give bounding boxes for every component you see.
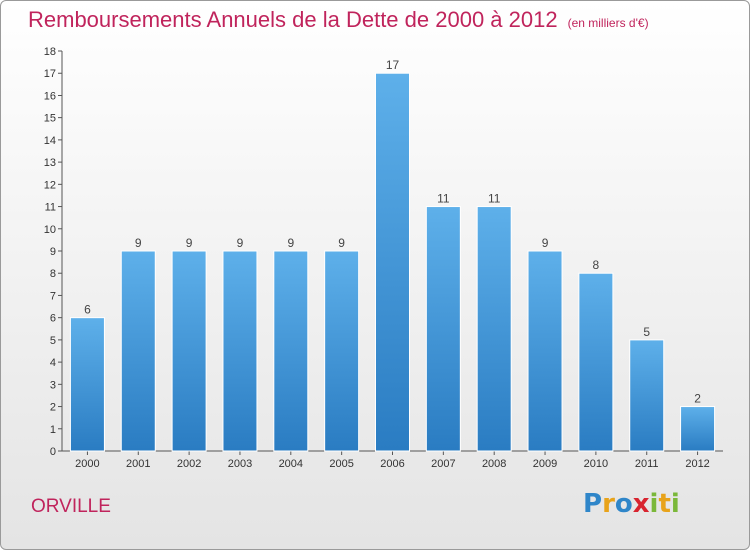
y-tick-label: 12 xyxy=(44,179,56,191)
x-tick-label-2011: 2011 xyxy=(635,458,659,470)
logo-letter: t xyxy=(658,489,671,519)
bar-2002 xyxy=(171,250,207,452)
data-label-2010: 8 xyxy=(593,258,600,272)
logo-letter: x xyxy=(632,489,650,519)
data-label-2006: 17 xyxy=(386,58,400,72)
y-tick-label: 18 xyxy=(44,46,56,58)
y-tick-label: 7 xyxy=(50,290,56,302)
y-tick-label: 13 xyxy=(44,157,56,169)
x-tick-label-2001: 2001 xyxy=(126,458,150,470)
logo-letter: o xyxy=(614,489,633,519)
bar-2009 xyxy=(527,250,563,452)
logo-letter: i xyxy=(649,489,659,519)
y-tick-label: 15 xyxy=(44,113,56,125)
bar-2008 xyxy=(476,206,512,452)
bar-2004 xyxy=(273,250,309,452)
y-tick-label: 4 xyxy=(50,357,56,369)
logo-letter: P xyxy=(583,489,603,519)
data-label-2001: 9 xyxy=(135,236,142,250)
y-tick-label: 1 xyxy=(50,424,56,436)
data-label-2002: 9 xyxy=(186,236,193,250)
data-label-2011: 5 xyxy=(643,325,650,339)
data-label-2005: 9 xyxy=(338,236,345,250)
x-tick-label-2000: 2000 xyxy=(75,458,99,470)
data-label-2004: 9 xyxy=(287,236,294,250)
chart-subtitle: (en milliers d'€) xyxy=(567,16,649,30)
bar-2006 xyxy=(375,72,410,452)
y-tick-label: 8 xyxy=(50,268,56,280)
x-tick-label-2004: 2004 xyxy=(279,458,303,470)
bar-2007 xyxy=(425,206,461,452)
x-tick-label-2006: 2006 xyxy=(380,458,404,470)
logo-letter: r xyxy=(602,489,615,519)
data-labels: 6 9 9 9 9 9 17 11 11 9 8 5 2 xyxy=(84,58,701,405)
data-label-2012: 2 xyxy=(694,392,701,406)
y-tick-label: 9 xyxy=(50,246,56,258)
x-tick-label-2003: 2003 xyxy=(228,458,252,470)
y-tick-label: 16 xyxy=(44,90,56,102)
y-tick-label: 2 xyxy=(50,402,56,414)
x-tick-label-2007: 2007 xyxy=(431,458,455,470)
proxiti-logo: Proxiti xyxy=(583,489,680,519)
y-tick-label: 14 xyxy=(44,135,56,147)
x-tick-label-2005: 2005 xyxy=(329,458,353,470)
y-tick-label: 0 xyxy=(50,446,56,458)
y-tick-label: 6 xyxy=(50,313,56,325)
data-label-2000: 6 xyxy=(84,303,91,317)
y-tick-label: 11 xyxy=(45,202,56,214)
bar-2011 xyxy=(629,339,665,452)
data-label-2009: 9 xyxy=(542,236,549,250)
bar-2005 xyxy=(324,250,360,452)
bar-2001 xyxy=(120,250,156,452)
y-tick-label: 10 xyxy=(44,224,56,236)
chart-title: Remboursements Annuels de la Dette de 20… xyxy=(28,7,558,32)
data-label-2003: 9 xyxy=(237,236,244,250)
bar-2010 xyxy=(578,272,614,452)
x-axis: 2000 2001 2002 2003 2004 2005 2006 2007 2008 2009… xyxy=(62,450,723,470)
bar-2012 xyxy=(680,406,716,452)
y-tick-label: 3 xyxy=(50,379,56,391)
title-row: Remboursements Annuels de la Dette de 20… xyxy=(28,7,649,33)
commune-name: ORVILLE xyxy=(31,496,111,517)
logo-letter: i xyxy=(670,489,680,519)
x-tick-label-2010: 2010 xyxy=(584,458,608,470)
bar-2000 xyxy=(69,317,105,452)
x-tick-label-2002: 2002 xyxy=(177,458,201,470)
x-tick-label-2012: 2012 xyxy=(685,458,709,470)
data-label-2007: 11 xyxy=(437,192,450,206)
data-label-2008: 11 xyxy=(488,192,501,206)
bar-2003 xyxy=(222,250,258,452)
x-tick-label-2008: 2008 xyxy=(482,458,506,470)
bars xyxy=(69,72,716,452)
y-tick-label: 5 xyxy=(50,335,56,347)
y-tick-label: 17 xyxy=(44,68,56,80)
x-tick-label-2009: 2009 xyxy=(533,458,557,470)
